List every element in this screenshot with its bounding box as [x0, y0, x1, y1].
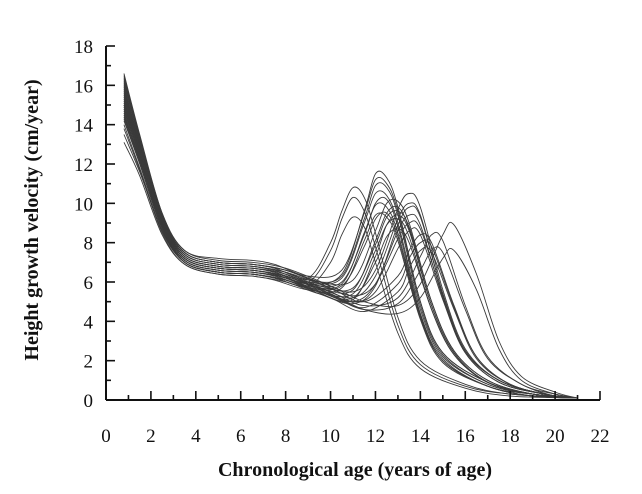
series-line-s30: [123, 134, 578, 399]
series-line-s21: [123, 83, 578, 399]
series-line-s24: [123, 91, 578, 399]
series-line-s8: [123, 85, 578, 399]
x-tick-label: 0: [101, 426, 111, 447]
series-line-s12: [123, 96, 578, 399]
series-line-s17: [123, 102, 578, 399]
series-line-s4: [123, 73, 578, 399]
x-tick-label: 10: [321, 426, 340, 447]
y-tick-label: 12: [74, 155, 93, 176]
series-line-s7: [123, 142, 578, 399]
series-line-s22: [123, 98, 578, 399]
series-line-s16: [123, 79, 578, 399]
series-line-s26: [123, 75, 578, 399]
y-tick-label: 14: [74, 116, 94, 137]
x-tick-label: 8: [281, 426, 291, 447]
y-axis-ticks: 0 2 4 6 8 10 12 14 16 18: [74, 37, 115, 412]
x-tick-label: 20: [546, 426, 565, 447]
series-line-s19: [123, 87, 578, 399]
series-line-s9: [123, 100, 578, 399]
y-axis-title: Height growth velocity (cm/year): [21, 79, 43, 360]
x-tick-label: 6: [236, 426, 246, 447]
series-line-s28: [123, 95, 578, 399]
x-tick-label: 12: [366, 426, 385, 447]
x-tick-label: 16: [456, 426, 475, 447]
x-tick-label: 22: [591, 426, 610, 447]
x-axis-title: Chronological age (years of age): [218, 459, 492, 481]
series-line-s5: [123, 93, 578, 399]
series-line-s25: [123, 110, 578, 399]
series-line-s29: [123, 128, 578, 399]
x-tick-label: 2: [146, 426, 156, 447]
series-line-s11: [123, 77, 578, 399]
y-tick-label: 0: [84, 391, 94, 412]
y-tick-label: 18: [74, 37, 93, 58]
y-tick-label: 4: [84, 312, 94, 333]
series-curves: [123, 73, 578, 399]
y-tick-label: 8: [84, 234, 94, 255]
x-axis-ticks: 0 2 4 6 8 10 12 14 16 18 20 22: [101, 391, 610, 447]
x-tick-label: 18: [501, 426, 520, 447]
series-line-s14: [123, 89, 578, 399]
x-tick-label: 4: [191, 426, 201, 447]
y-tick-label: 6: [84, 273, 94, 294]
y-tick-label: 16: [74, 76, 93, 97]
x-tick-label: 14: [411, 426, 431, 447]
series-line-s1: [123, 81, 578, 399]
series-line-s27: [123, 104, 578, 399]
y-tick-label: 2: [84, 352, 94, 373]
series-line-s2: [123, 104, 578, 399]
y-tick-label: 10: [74, 194, 93, 215]
